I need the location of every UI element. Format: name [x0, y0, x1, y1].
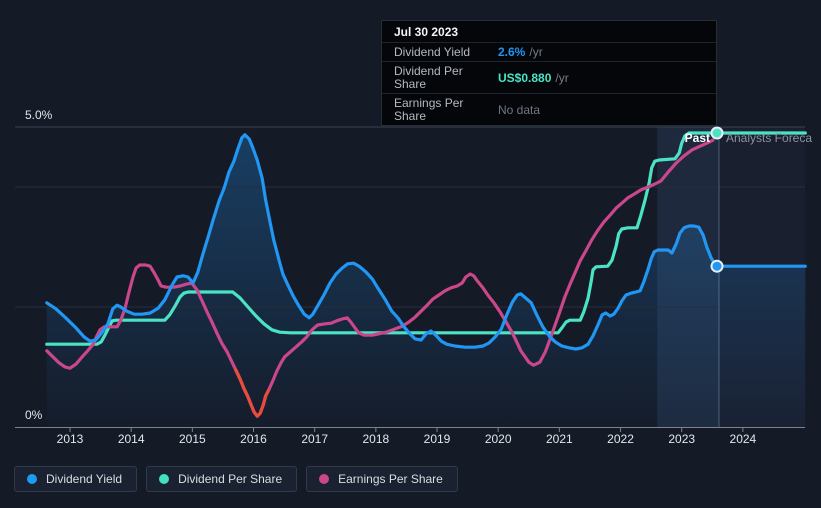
highlight-band[interactable]	[657, 127, 720, 427]
legend-item-dividend-yield[interactable]: Dividend Yield	[14, 466, 138, 492]
x-axis-label: 2014	[118, 432, 145, 446]
tooltip-label: Earnings Per Share	[394, 96, 464, 123]
x-axis-label: 2016	[240, 432, 267, 446]
forecast-label: Analysts Foreca	[726, 131, 812, 145]
tooltip-unit: /yr	[529, 45, 543, 59]
legend-label: Earnings Per Share	[338, 472, 443, 486]
x-axis-label: 2021	[546, 432, 573, 446]
legend-item-dividend-per-share[interactable]: Dividend Per Share	[146, 466, 298, 492]
dividend-yield-line[interactable]	[45, 133, 807, 351]
chart-legend: Dividend Yield Dividend Per Share Earnin…	[14, 466, 458, 492]
tooltip-unit: /yr	[555, 70, 569, 85]
x-axis-label: 2015	[179, 432, 206, 446]
x-axis-label: 2019	[424, 432, 451, 446]
dividend-yield-dot-icon	[27, 474, 37, 484]
dividend-per-share-marker[interactable]	[710, 126, 724, 140]
tooltip-value: 2.6%	[498, 45, 526, 59]
y-axis-label: 5.0%	[25, 108, 53, 122]
tooltip-label: Dividend Per Share	[394, 64, 463, 91]
y-axis-label: 0%	[25, 408, 43, 422]
x-axis-label: 2024	[730, 432, 757, 446]
x-axis-label: 2013	[57, 432, 84, 446]
dividend-yield-area	[46, 134, 806, 428]
x-axis-label: 2017	[301, 432, 328, 446]
tooltip-label: Dividend Yield	[394, 45, 471, 59]
x-axis-label: 2018	[362, 432, 389, 446]
dividend-yield-marker[interactable]	[710, 259, 724, 273]
x-axis-label: 2022	[607, 432, 634, 446]
earnings-per-share-negative-segment	[234, 368, 271, 418]
tooltip-row-dividend-per-share: Dividend Per Share US$0.880 /yr	[382, 62, 716, 94]
tooltip-row-earnings-per-share: Earnings Per Share No data	[382, 94, 716, 125]
past-label: Past	[685, 131, 710, 145]
dividend-per-share-line[interactable]	[45, 131, 807, 346]
tooltip-value: No data	[498, 102, 541, 117]
chart-tooltip: Jul 30 2023 Dividend Yield 2.6% /yr Divi…	[381, 20, 717, 126]
legend-label: Dividend Yield	[46, 472, 123, 486]
x-axis-label: 2020	[485, 432, 512, 446]
earnings-per-share-line[interactable]	[45, 138, 715, 418]
tooltip-date: Jul 30 2023	[382, 21, 716, 43]
legend-item-earnings-per-share[interactable]: Earnings Per Share	[306, 466, 458, 492]
tooltip-value: US$0.880	[498, 70, 552, 85]
tooltip-row-dividend-yield: Dividend Yield 2.6% /yr	[382, 43, 716, 62]
legend-label: Dividend Per Share	[178, 472, 283, 486]
earnings-per-share-dot-icon	[319, 474, 330, 484]
dividend-history-chart[interactable]: 2013 2014 2015 2016 2017 2018 2019 2020 2021 2022…	[0, 0, 821, 460]
x-axis-label: 2023	[668, 432, 695, 446]
dividend-per-share-dot-icon	[159, 474, 170, 484]
